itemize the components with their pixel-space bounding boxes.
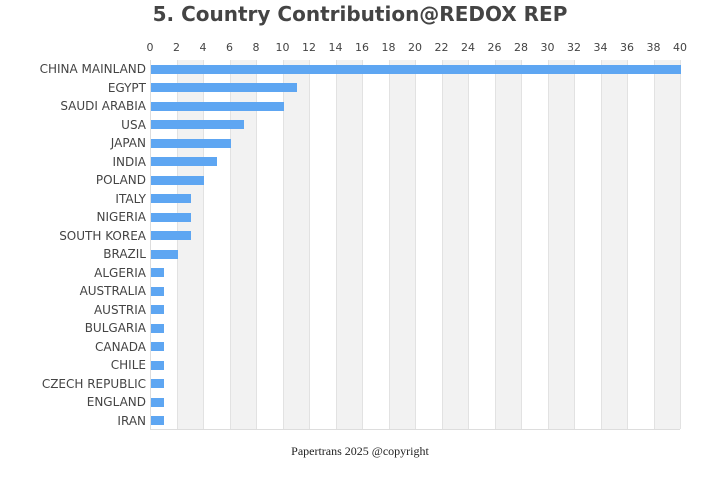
grid-line (335, 60, 337, 429)
x-tick-label: 12 (302, 41, 316, 54)
plot-area (150, 60, 681, 430)
grid-line (574, 60, 575, 429)
x-tick-label: 24 (461, 41, 475, 54)
y-category-label: AUSTRIA (93, 302, 146, 317)
y-category-label: BRAZIL (103, 247, 146, 262)
grid-line (468, 60, 469, 429)
y-category-label: IRAN (117, 413, 146, 428)
x-tick-label: 22 (434, 41, 449, 54)
y-category-label: ITALY (115, 191, 146, 206)
bar[interactable] (151, 305, 165, 315)
grid-band (230, 60, 257, 429)
grid-line (680, 60, 681, 429)
grid-line (388, 60, 390, 429)
y-category-label: POLAND (95, 173, 146, 188)
grid-line (203, 60, 204, 429)
bar[interactable] (151, 101, 284, 111)
x-tick-label: 28 (514, 41, 528, 54)
x-tick-label: 30 (540, 41, 555, 54)
x-tick-label: 16 (355, 41, 369, 54)
y-category-label: INDIA (112, 154, 146, 169)
grid-band (389, 60, 416, 429)
grid-line (415, 60, 416, 429)
grid-band (495, 60, 522, 429)
x-tick-label: 34 (593, 41, 608, 54)
bar[interactable] (151, 175, 204, 185)
grid-line (362, 60, 363, 429)
x-tick-label: 26 (487, 41, 502, 54)
x-tick-label: 14 (328, 41, 343, 54)
bar[interactable] (151, 249, 178, 259)
x-tick-label: 2 (173, 41, 180, 54)
grid-line (627, 60, 628, 429)
bar[interactable] (151, 138, 231, 148)
grid-line (600, 60, 602, 429)
y-category-label: BULGARIA (84, 321, 146, 336)
x-tick-label: 18 (381, 41, 396, 54)
grid-line (547, 60, 549, 429)
bar[interactable] (151, 120, 244, 130)
bar[interactable] (151, 286, 165, 296)
y-category-label: CANADA (94, 339, 146, 354)
y-category-label: AUSTRALIA (79, 284, 146, 299)
bar[interactable] (151, 379, 165, 389)
grid-band (177, 60, 204, 429)
x-tick-label: 32 (567, 41, 581, 54)
bar[interactable] (151, 157, 218, 167)
y-category-label: SAUDI ARABIA (60, 99, 146, 114)
grid-line (521, 60, 522, 429)
x-tick-label: 4 (199, 41, 207, 54)
bar[interactable] (151, 231, 191, 241)
x-tick-label: 6 (226, 41, 233, 54)
grid-line (494, 60, 496, 429)
footer-copyright: Papertrans 2025 @copyright (291, 444, 429, 458)
y-category-label: USA (121, 117, 146, 132)
grid-band (654, 60, 681, 429)
grid-band (548, 60, 575, 429)
y-category-label: SOUTH KOREA (59, 228, 146, 243)
x-tick-label: 20 (408, 41, 422, 54)
x-tick-label: 36 (620, 41, 634, 54)
grid-band (336, 60, 363, 429)
x-tick-label: 0 (146, 41, 154, 54)
chart-title: 5. Country Contribution@REDOX REP (152, 2, 568, 26)
y-category-label: CHILE (110, 358, 146, 373)
y-category-label: EGYPT (107, 80, 146, 95)
bar[interactable] (151, 268, 165, 278)
x-tick-label: 38 (646, 41, 661, 54)
grid-line (256, 60, 257, 429)
grid-line (229, 60, 231, 429)
x-tick-label: 10 (275, 41, 290, 54)
y-category-label: ALGERIA (94, 265, 146, 280)
bar[interactable] (151, 64, 681, 74)
bar[interactable] (151, 83, 297, 93)
bar[interactable] (151, 212, 191, 222)
y-category-label: NIGERIA (96, 210, 146, 225)
grid-band (283, 60, 310, 429)
grid-line (441, 60, 443, 429)
bar[interactable] (151, 397, 165, 407)
bar[interactable] (151, 416, 165, 426)
grid-line (653, 60, 655, 429)
x-tick-label: 40 (673, 41, 687, 54)
grid-line (309, 60, 310, 429)
bar[interactable] (151, 323, 165, 333)
x-tick-label: 8 (252, 41, 260, 54)
y-category-label: JAPAN (110, 136, 146, 151)
y-category-label: CHINA MAINLAND (39, 62, 146, 77)
grid-band (442, 60, 469, 429)
grid-line (282, 60, 284, 429)
bar[interactable] (151, 194, 191, 204)
y-category-label: ENGLAND (86, 395, 146, 410)
grid-line (176, 60, 178, 429)
bar[interactable] (151, 360, 165, 370)
y-category-label: CZECH REPUBLIC (41, 376, 146, 391)
grid-band (601, 60, 628, 429)
bar[interactable] (151, 342, 165, 352)
